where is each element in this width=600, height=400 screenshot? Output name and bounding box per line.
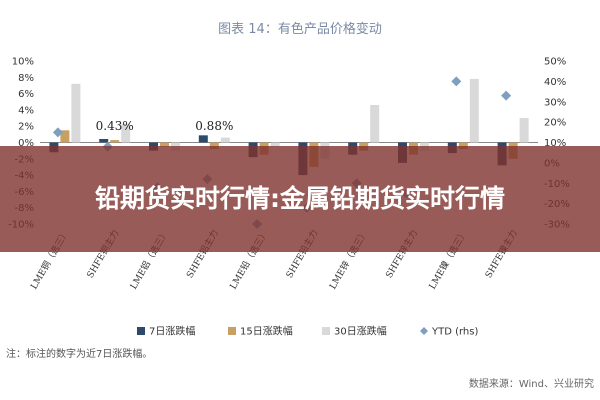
bar-1-4 xyxy=(198,135,208,143)
legend-marker-ytd xyxy=(420,327,428,335)
legend-label-1: 7日涨跌幅 xyxy=(149,325,195,338)
annotation-label-2: 0.88% xyxy=(195,119,233,133)
right-tick-label: 40% xyxy=(544,77,566,88)
left-tick-label: 2% xyxy=(18,122,34,133)
bar-2-9 xyxy=(458,142,468,150)
ytd-marker-9 xyxy=(451,76,462,87)
bar-2-2 xyxy=(110,140,120,143)
annotation-label-1: 0.43% xyxy=(96,119,134,133)
left-tick-label: 0% xyxy=(18,138,34,149)
left-tick-label: 4% xyxy=(18,105,34,116)
left-tick-label: 8% xyxy=(18,73,34,84)
annotations: 0.43% 0.88% xyxy=(96,119,234,133)
bar-3-4 xyxy=(220,137,230,143)
bar-2-4 xyxy=(209,142,219,150)
right-tick-label: 10% xyxy=(544,138,566,149)
overlay-banner: 铅期货实时行情:金属铅期货实时行情 xyxy=(0,146,600,252)
left-tick-label: 6% xyxy=(18,89,34,100)
bar-3-7 xyxy=(370,105,380,143)
bar-3-9 xyxy=(469,78,479,143)
legend-swatch-2 xyxy=(228,327,236,335)
legend-label-2: 15日涨跌幅 xyxy=(240,325,293,338)
legend-label-4: YTD (rhs) xyxy=(431,327,478,338)
ytd-marker-10 xyxy=(501,90,512,101)
bar-1-2 xyxy=(99,138,109,143)
overlay-text: 铅期货实时行情:金属铅期货实时行情 xyxy=(95,184,505,213)
bar-2-1 xyxy=(60,130,70,143)
left-tick-label: 10% xyxy=(12,57,34,68)
legend-label-3: 30日涨跌幅 xyxy=(334,325,387,338)
legend-swatch-3 xyxy=(322,327,330,335)
right-tick-label: 50% xyxy=(544,57,566,68)
ytd-marker-1 xyxy=(52,127,63,138)
bar-3-1 xyxy=(71,83,81,143)
legend: 7日涨跌幅 15日涨跌幅 30日涨跌幅 YTD (rhs) xyxy=(137,325,478,338)
chart-title: 图表 14：有色产品价格变动 xyxy=(218,21,382,37)
bar-2-3 xyxy=(160,142,169,147)
bar-3-10 xyxy=(519,118,529,143)
chart-note: 注：标注的数字为近7日涨跌幅。 xyxy=(6,347,152,360)
bar-3-2 xyxy=(121,123,131,143)
right-tick-label: 30% xyxy=(544,97,566,108)
bar-3-5 xyxy=(270,142,280,147)
right-tick-label: 20% xyxy=(544,118,566,129)
legend-swatch-1 xyxy=(137,327,145,335)
data-source: 数据来源：Wind、兴业研究 xyxy=(469,377,594,390)
